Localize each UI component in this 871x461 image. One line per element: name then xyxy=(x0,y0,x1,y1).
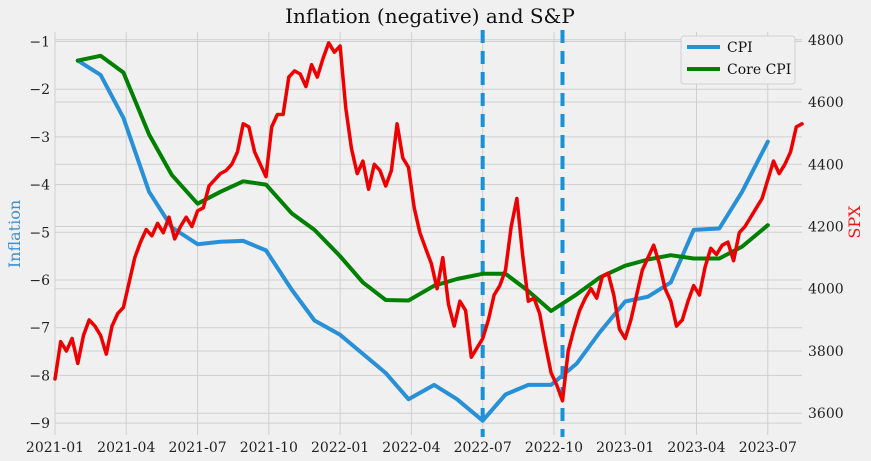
chart-title: Inflation (negative) and S&P xyxy=(285,4,575,28)
tick-labels: 2021-01 2021-04 2021-07 2021-10 2022-01 2022-… xyxy=(26,33,844,456)
y-tick-label-6: −7 xyxy=(29,321,50,337)
series-line-core-cpi xyxy=(75,53,770,313)
legend: CPI Core CPI xyxy=(680,35,796,85)
y2-tick-label-1: 3800 xyxy=(808,344,844,360)
grid xyxy=(54,32,802,435)
x-tick-label-1: 2021-04 xyxy=(97,440,155,456)
y-tick-label-5: −6 xyxy=(29,273,50,289)
x-tick-label-2: 2021-07 xyxy=(168,440,226,456)
y2-tick-label-5: 4600 xyxy=(808,95,844,111)
x-tick-label-0: 2021-01 xyxy=(26,440,84,456)
x-tick-label-5: 2022-04 xyxy=(382,440,440,456)
y-tick-label-3: −4 xyxy=(29,178,50,194)
x-tick-label-6: 2022-07 xyxy=(454,440,512,456)
x-tick-label-10: 2023-07 xyxy=(739,440,797,456)
y2-tick-label-4: 4400 xyxy=(808,157,844,173)
x-tick-label-7: 2022-10 xyxy=(525,440,583,456)
y-tick-label-1: −2 xyxy=(29,82,50,98)
y-tick-label-2: −3 xyxy=(29,130,50,146)
ylabel-right: SPX xyxy=(845,205,864,239)
x-tick-label-8: 2023-01 xyxy=(596,440,654,456)
x-tick-label-4: 2022-01 xyxy=(311,440,369,456)
series-line-cpi xyxy=(75,58,770,423)
y2-tick-label-3: 4200 xyxy=(808,219,844,235)
legend-label-core-cpi: Core CPI xyxy=(727,62,791,78)
y-tick-label-7: −8 xyxy=(29,368,50,384)
vertical-reference-lines xyxy=(480,30,565,437)
legend-label-cpi: CPI xyxy=(727,40,753,56)
y2-tick-label-2: 4000 xyxy=(808,282,844,298)
ylabel-left: Inflation xyxy=(5,200,24,268)
y-tick-label-8: −9 xyxy=(29,416,50,432)
series-line-spx xyxy=(53,41,804,403)
y-tick-label-0: −1 xyxy=(29,35,50,51)
x-tick-label-3: 2021-10 xyxy=(240,440,298,456)
y2-tick-label-6: 4800 xyxy=(808,33,844,49)
y-tick-label-4: −5 xyxy=(29,225,50,241)
y2-tick-label-0: 3600 xyxy=(808,406,844,422)
x-tick-label-9: 2023-04 xyxy=(667,440,725,456)
series-lines xyxy=(53,41,804,423)
